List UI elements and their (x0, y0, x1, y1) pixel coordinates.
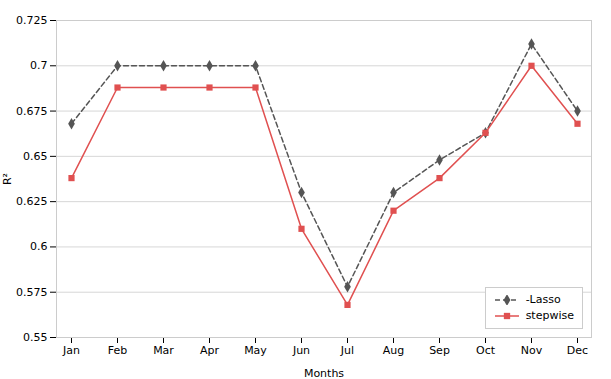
svg-text:0.65: 0.65 (23, 150, 48, 163)
svg-text:R²: R² (1, 173, 14, 185)
svg-text:0.6: 0.6 (30, 240, 48, 253)
svg-text:Jun: Jun (292, 344, 310, 357)
svg-text:Jul: Jul (340, 344, 354, 357)
svg-text:0.55: 0.55 (23, 331, 48, 344)
html-text:-Lasso: -Lasso (525, 293, 561, 306)
svg-text:Apr: Apr (200, 344, 220, 357)
svg-text:0.7: 0.7 (30, 59, 48, 72)
svg-text:Aug: Aug (383, 344, 404, 357)
svg-text:Oct: Oct (476, 344, 496, 357)
svg-text:Months: Months (304, 367, 344, 379)
svg-text:0.675: 0.675 (16, 105, 48, 118)
svg-text:0.625: 0.625 (16, 195, 48, 208)
svg-text:0.575: 0.575 (16, 286, 48, 299)
svg-text:Dec: Dec (567, 344, 588, 357)
svg-text:Feb: Feb (108, 344, 127, 357)
svg-text:0.725: 0.725 (16, 14, 48, 27)
svg-text:May: May (244, 344, 267, 357)
svg-text:Mar: Mar (153, 344, 174, 357)
html-text:stepwise: stepwise (525, 309, 574, 322)
svg-text:Sep: Sep (429, 344, 450, 357)
svg-text:Jan: Jan (62, 344, 80, 357)
svg-text:Nov: Nov (521, 344, 543, 357)
